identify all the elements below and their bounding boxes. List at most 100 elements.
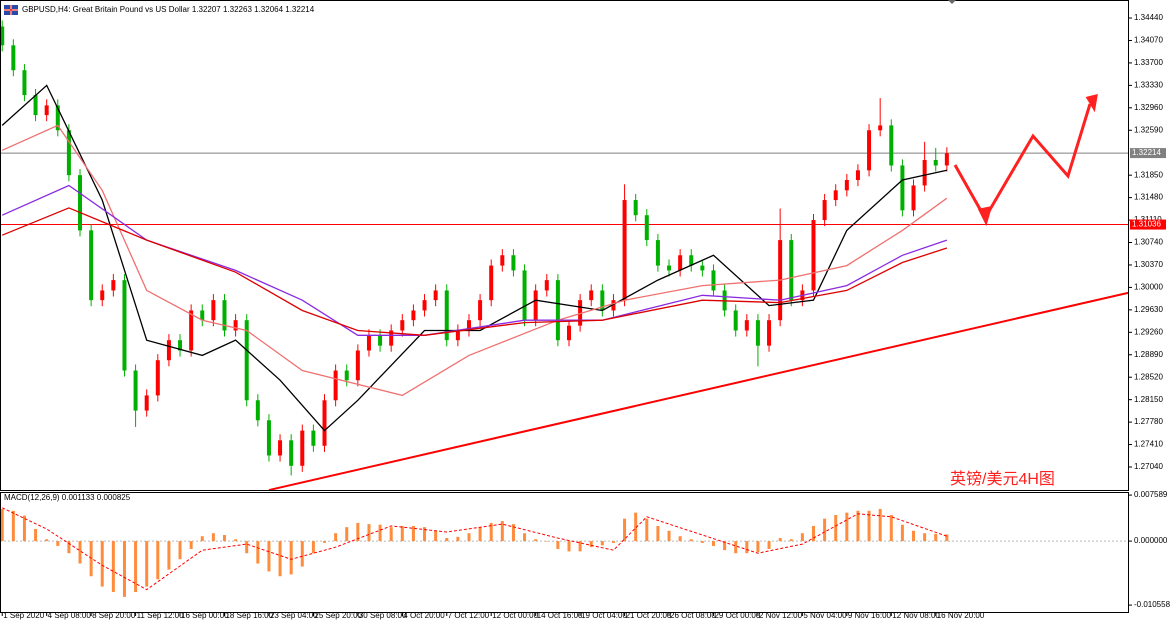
- macd-signal: [1, 507, 948, 591]
- price-label: 1.31036: [1132, 220, 1161, 229]
- macd-bar: [900, 524, 904, 542]
- candle-body: [44, 105, 49, 116]
- x-tick-label: 19 Oct 04:00: [581, 611, 627, 620]
- macd-bar: [134, 541, 138, 592]
- macd-bar: [823, 518, 827, 542]
- annotation: 英镑/美元4H图: [950, 470, 1055, 488]
- y-tick-label: 1.33700: [1134, 58, 1163, 67]
- macd-bar: [34, 528, 38, 542]
- candle-body: [700, 265, 705, 271]
- macd-bar: [800, 533, 804, 542]
- y-tick-label: 1.34440: [1134, 13, 1163, 22]
- candle-body: [789, 240, 794, 301]
- candle-body: [855, 170, 860, 181]
- macd-bar: [867, 510, 871, 542]
- macd-bar: [734, 541, 738, 554]
- candle-body: [900, 165, 905, 211]
- y-tick-label: 1.31480: [1134, 193, 1163, 202]
- x-tick-label: 21 Oct 20:00: [626, 611, 672, 620]
- scroll-marker: [948, 0, 956, 4]
- macd-bar: [934, 533, 938, 542]
- candle-body: [889, 125, 894, 166]
- macd-bar: [611, 541, 615, 543]
- candle-body: [400, 320, 405, 331]
- candle-body: [322, 400, 327, 446]
- candle-body: [411, 310, 416, 321]
- candle-body: [867, 130, 872, 171]
- candle-body: [211, 300, 216, 321]
- macd-bar: [178, 541, 182, 560]
- macd-frame: [0, 492, 1129, 613]
- macd-bar: [667, 530, 671, 542]
- candle-body: [0, 26, 5, 46]
- candle-body: [622, 200, 627, 301]
- macd-bar: [723, 541, 727, 551]
- candle-body: [244, 320, 249, 401]
- macd-bar: [600, 541, 604, 546]
- candle-body: [522, 270, 527, 321]
- x-tick-label: 16 Nov 20:00: [937, 611, 985, 620]
- x-tick-label: 23 Sep 04:00: [270, 611, 318, 620]
- candle-body: [300, 430, 305, 466]
- candle-body: [200, 310, 205, 321]
- x-tick-label: 4 Oct 20:00: [403, 611, 445, 620]
- macd-bar: [767, 541, 771, 549]
- macd-bar: [511, 524, 515, 542]
- candle-body: [266, 420, 271, 456]
- macd-bar: [289, 541, 293, 575]
- price-label-box: [1130, 148, 1166, 159]
- candle-body: [378, 335, 383, 346]
- macd-bar: [389, 527, 393, 542]
- candle-body: [466, 320, 471, 331]
- macd-bar: [22, 515, 26, 542]
- candle-body: [511, 255, 516, 271]
- x-tick-label: 16 Sep 00:00: [181, 611, 229, 620]
- y-tick-label: 1.28520: [1134, 372, 1163, 381]
- macd-bar: [745, 541, 749, 554]
- candle-body: [100, 290, 105, 301]
- candle-body: [155, 360, 160, 396]
- y-tick-label: 1.32590: [1134, 125, 1163, 134]
- candle-body: [144, 395, 149, 411]
- macd-bar: [889, 515, 893, 542]
- macd-bar: [56, 541, 60, 546]
- macd-tick-label: 0.000000: [1134, 536, 1168, 545]
- macd-tick-label: -0.010558: [1134, 600, 1170, 609]
- macd-bar: [367, 524, 371, 542]
- candle-body: [644, 215, 649, 241]
- macd-title: MACD(12,26,9) 0.001133 0.000825: [4, 493, 131, 502]
- macd-bar: [945, 534, 949, 542]
- candle-body: [89, 230, 94, 301]
- macd-bar: [323, 541, 327, 543]
- candle-body: [944, 153, 949, 166]
- y-tick-label: 1.27780: [1134, 417, 1163, 426]
- macd-bar: [267, 541, 271, 572]
- macd-bar: [445, 538, 449, 542]
- y-tick-label: 1.33330: [1134, 80, 1163, 89]
- candle-body: [744, 320, 749, 331]
- macd-bar: [156, 541, 160, 580]
- macd-bar: [122, 541, 126, 597]
- macd-bar: [378, 524, 382, 542]
- x-tick-label: 8 Sep 20:00: [92, 611, 136, 620]
- candle-body: [355, 350, 360, 381]
- macd-bar: [278, 541, 282, 577]
- candle-body: [667, 265, 672, 271]
- macd-bar: [0, 508, 4, 542]
- trend-line: [268, 291, 1129, 492]
- candle-body: [366, 335, 371, 351]
- macd-bar: [589, 541, 593, 548]
- macd-bar: [145, 541, 149, 587]
- macd-bar: [489, 522, 493, 542]
- macd-bar: [778, 538, 782, 542]
- symbol-icon: [4, 5, 18, 15]
- candle-body: [500, 255, 505, 266]
- candle-body: [311, 430, 316, 446]
- price-label-box: [1130, 219, 1166, 230]
- y-tick-label: 1.31850: [1134, 170, 1163, 179]
- macd-bar: [245, 541, 249, 554]
- y-tick-label: 1.32960: [1134, 103, 1163, 112]
- candle-body: [811, 220, 816, 291]
- y-tick-label: 1.29260: [1134, 327, 1163, 336]
